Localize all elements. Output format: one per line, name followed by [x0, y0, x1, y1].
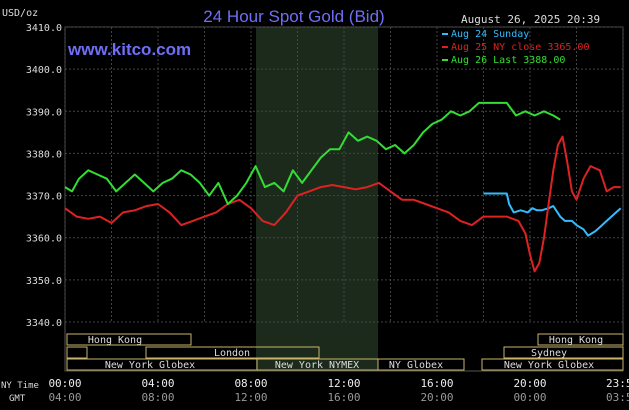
session-hong-kong-1-label: Hong Kong [88, 335, 142, 346]
session-ny-globex-2-label: NY Globex [389, 360, 443, 371]
session-hong-kong-1 [66, 333, 192, 346]
x-axis: 00:0004:0004:0008:0008:0012:0012:0016:00… [48, 377, 629, 404]
session-ny-globex-3 [481, 358, 624, 371]
session-ny-globex-3-label: New York Globex [504, 360, 594, 371]
chart-title: 24 Hour Spot Gold (Bid) [203, 7, 384, 26]
ny-time-label: NY Time [1, 381, 39, 391]
x-tick-ny-label: 08:00 [234, 377, 267, 390]
x-tick-ny-label: 20:00 [513, 377, 546, 390]
x-tick-gmt-label: 16:00 [327, 391, 360, 404]
y-tick-label: 3360.0 [26, 234, 62, 245]
series-lines [64, 101, 622, 273]
session-ny-nymex-label: New York NYMEX [275, 360, 359, 371]
session-sydney-label: Sydney [531, 348, 567, 359]
legend-swatch [442, 33, 448, 35]
session-bars: Hong Kong Hong Kong London Sydney New Yo… [66, 333, 624, 371]
x-tick-ny-label: 04:00 [141, 377, 174, 390]
x-tick-ny-label: 00:00 [48, 377, 81, 390]
x-tick-gmt-label: 08:00 [141, 391, 174, 404]
gmt-label: GMT [9, 394, 26, 404]
legend-entry: Aug 25 NY close 3365.00 [451, 42, 589, 53]
legend: Aug 24 Sunday Aug 25 NY close 3365.00 Aug … [442, 29, 589, 66]
session-london-label: London [214, 348, 250, 359]
x-tick-gmt-label: 00:00 [513, 391, 546, 404]
x-tick-gmt-label: 12:00 [234, 391, 267, 404]
x-tick-gmt-label: 03:59 [606, 391, 629, 404]
y-tick-label: 3390.0 [26, 107, 62, 118]
session-sydney-2 [503, 346, 624, 359]
y-tick-label: 3380.0 [26, 149, 62, 160]
series-line-3 [64, 101, 561, 205]
kitco-watermark[interactable]: www.kitco.com [67, 40, 191, 59]
x-tick-gmt-label: 20:00 [420, 391, 453, 404]
x-tick-ny-label: 16:00 [420, 377, 453, 390]
legend-entry: Aug 24 Sunday [451, 29, 529, 40]
session-hong-kong-2 [537, 333, 624, 346]
series-line-2 [64, 135, 621, 273]
x-tick-gmt-label: 04:00 [48, 391, 81, 404]
grid [64, 26, 624, 323]
y-tick-label: 3350.0 [26, 276, 62, 287]
legend-swatch [442, 46, 448, 48]
legend-entry: Aug 26 Last 3388.00 [451, 55, 565, 66]
chart-date: August 26, 2025 20:39 [461, 13, 600, 26]
y-tick-label: 3410.0 [26, 23, 62, 34]
session-ny-globex-2 [377, 358, 465, 371]
series-line-1 [483, 192, 622, 237]
y-axis: 3410.0 3400.0 3390.0 3380.0 3370.0 3360.0 3350… [26, 23, 62, 329]
session-hong-kong-2-label: Hong Kong [549, 335, 603, 346]
plot-area [64, 26, 624, 372]
y-tick-label: 3340.0 [26, 318, 62, 329]
session-london [145, 346, 320, 359]
y-tick-label: 3370.0 [26, 192, 62, 203]
ny-nymex-highlight [256, 27, 378, 371]
legend-swatch [442, 59, 448, 61]
y-tick-label: 3400.0 [26, 65, 62, 76]
session-sydney-1 [66, 346, 88, 359]
session-ny-globex-1-label: New York Globex [105, 360, 195, 371]
unit-label: USD/oz [2, 8, 38, 19]
x-tick-ny-label: 23:59 [606, 377, 629, 390]
x-tick-ny-label: 12:00 [327, 377, 360, 390]
